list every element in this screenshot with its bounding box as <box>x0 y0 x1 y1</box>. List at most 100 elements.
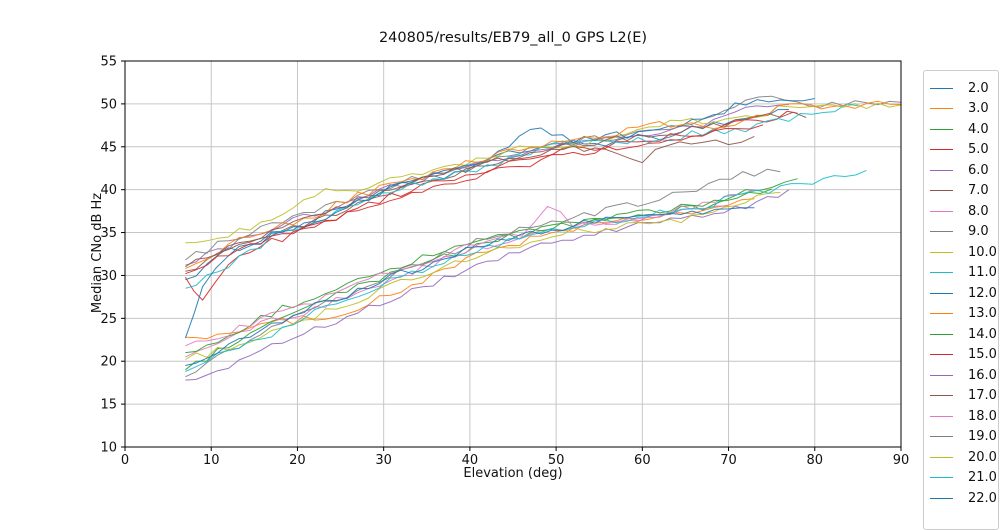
series-line-15.0 <box>185 124 764 275</box>
figure: 240805/results/EB79_all_0 GPS L2(E) Medi… <box>90 30 999 530</box>
legend-line-swatch <box>930 87 953 89</box>
series-line-19.0 <box>185 168 781 378</box>
legend-label: 14.0 <box>968 326 997 342</box>
x-tick-label: 20 <box>289 453 306 468</box>
legend-label: 22.0 <box>968 490 997 506</box>
legend-entry: 7.0 <box>930 181 998 202</box>
y-tick-label: 30 <box>100 269 117 284</box>
legend-label: 11.0 <box>968 265 997 281</box>
legend-label: 12.0 <box>968 285 997 301</box>
x-tick-label: 40 <box>462 453 479 468</box>
legend-line-swatch <box>930 415 953 417</box>
legend-line-swatch <box>930 374 953 376</box>
series-line-21.0 <box>185 169 867 372</box>
y-tick-label: 45 <box>100 140 117 155</box>
legend-entry: 11.0 <box>930 263 998 284</box>
x-tick-label: 90 <box>893 453 910 468</box>
series-line-18.0 <box>185 205 729 347</box>
legend-line-swatch <box>930 210 953 212</box>
legend-entry: 5.0 <box>930 140 998 161</box>
x-tick-label: 30 <box>375 453 392 468</box>
series-line-6.0 <box>185 104 789 266</box>
legend-entry: 17.0 <box>930 386 998 407</box>
legend-entry: 4.0 <box>930 119 998 140</box>
y-tick-label: 15 <box>100 398 117 413</box>
legend-entry: 15.0 <box>930 345 998 366</box>
legend-line-swatch <box>930 128 953 130</box>
legend-label: 16.0 <box>968 367 997 383</box>
series-line-12.0 <box>184 98 815 339</box>
plot-border <box>124 60 902 448</box>
x-tick-label: 60 <box>634 453 651 468</box>
x-axis-label: Elevation (deg) <box>463 466 563 481</box>
legend-line-swatch <box>930 497 953 499</box>
legend-line-swatch <box>930 190 953 192</box>
legend-label: 7.0 <box>968 183 989 199</box>
legend-line-swatch <box>930 313 953 315</box>
legend-line-swatch <box>930 169 953 171</box>
legend-entry: 2.0 <box>930 78 998 99</box>
legend-label: 4.0 <box>968 121 989 137</box>
legend-line-swatch <box>930 251 953 253</box>
x-tick-label: 50 <box>548 453 565 468</box>
series-line-17.0 <box>185 111 807 268</box>
legend-line-swatch <box>930 149 953 151</box>
legend-entry: 18.0 <box>930 406 998 427</box>
legend-entry: 6.0 <box>930 160 998 181</box>
legend-entry: 21.0 <box>930 468 998 489</box>
legend-line-swatch <box>930 456 953 458</box>
legend-label: 6.0 <box>968 162 989 178</box>
chart-title: 240805/results/EB79_all_0 GPS L2(E) <box>378 30 648 46</box>
legend-label: 5.0 <box>968 142 989 158</box>
y-tick-label: 40 <box>100 183 117 198</box>
x-tick-label: 10 <box>203 453 220 468</box>
y-tick-label: 25 <box>100 312 117 327</box>
legend-entry: 22.0 <box>930 488 998 509</box>
series-line-16.0 <box>185 189 790 381</box>
legend-label: 17.0 <box>968 388 997 404</box>
y-tick-label: 20 <box>100 355 117 370</box>
legend-entry: 12.0 <box>930 283 998 304</box>
legend-label: 13.0 <box>968 306 997 322</box>
legend: 2.0 3.0 4.0 5.0 6.0 7.0 8.0 9.0 10.0 11.0 12.0 13.0… <box>923 70 999 530</box>
legend-label: 3.0 <box>968 101 989 117</box>
legend-label: 15.0 <box>968 347 997 363</box>
legend-entry: 19.0 <box>930 427 998 448</box>
legend-line-swatch <box>930 292 953 294</box>
legend-label: 2.0 <box>968 80 989 96</box>
legend-entry: 8.0 <box>930 201 998 222</box>
x-tick-label: 80 <box>807 453 824 468</box>
series-line-8.0 <box>185 189 755 358</box>
legend-line-swatch <box>930 477 953 479</box>
legend-entry: 14.0 <box>930 324 998 345</box>
legend-entry: 16.0 <box>930 365 998 386</box>
y-tick-label: 35 <box>100 226 117 241</box>
legend-label: 8.0 <box>968 203 989 219</box>
series-line-11.0 <box>185 103 858 289</box>
legend-entry: 20.0 <box>930 447 998 468</box>
y-tick-label: 50 <box>100 97 117 112</box>
legend-label: 9.0 <box>968 224 989 240</box>
series-line-5.0 <box>184 110 798 301</box>
y-tick-label: 10 <box>100 441 117 456</box>
legend-label: 18.0 <box>968 408 997 424</box>
legend-entry: 3.0 <box>930 99 998 120</box>
series-line-22.0 <box>185 207 755 366</box>
legend-label: 21.0 <box>968 470 997 486</box>
series-line-2.0 <box>185 109 789 281</box>
x-tick-label: 0 <box>121 453 129 468</box>
legend-label: 19.0 <box>968 429 997 445</box>
series-line-4.0 <box>185 178 798 371</box>
plot-canvas: 0 10 20 30 40 50 60 70 80 90 10 15 20 25 30 35 40 45 50 55 <box>100 55 910 469</box>
legend-entry: 9.0 <box>930 222 998 243</box>
series-line-14.0 <box>185 188 772 354</box>
y-tick-label: 55 <box>100 55 117 70</box>
legend-line-swatch <box>930 354 953 356</box>
legend-line-swatch <box>930 395 953 397</box>
legend-line-swatch <box>930 436 953 438</box>
legend-line-swatch <box>930 272 953 274</box>
legend-line-swatch <box>930 231 953 233</box>
x-tick-label: 70 <box>720 453 737 468</box>
legend-label: 20.0 <box>968 449 997 465</box>
legend-entry: 10.0 <box>930 242 998 263</box>
